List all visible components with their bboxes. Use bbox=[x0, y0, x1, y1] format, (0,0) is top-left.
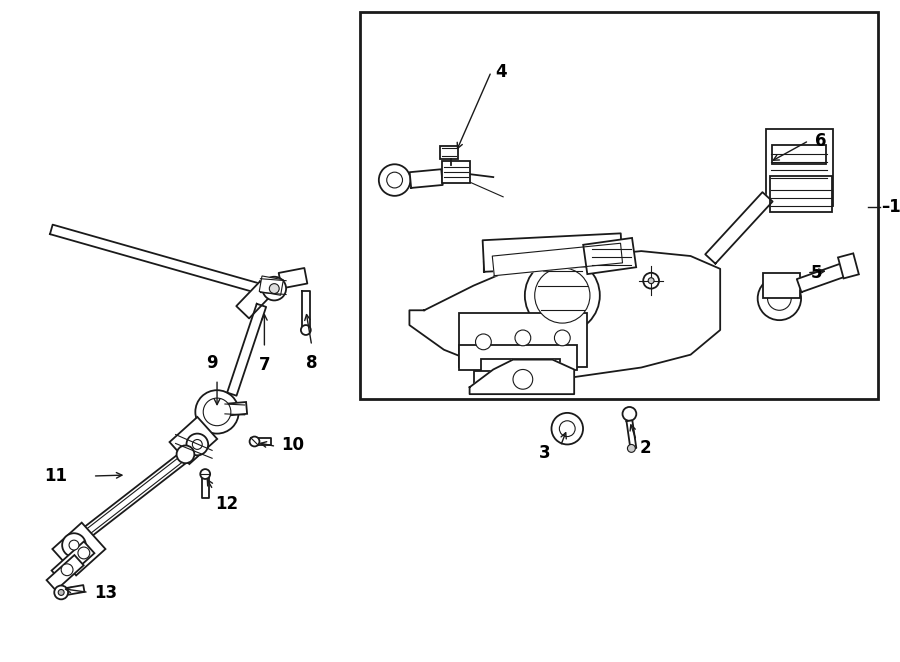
Circle shape bbox=[525, 258, 599, 333]
Circle shape bbox=[768, 287, 791, 310]
Polygon shape bbox=[47, 555, 84, 591]
Circle shape bbox=[644, 273, 659, 289]
Polygon shape bbox=[772, 144, 825, 164]
Circle shape bbox=[554, 330, 571, 346]
Circle shape bbox=[58, 589, 64, 595]
Circle shape bbox=[203, 398, 231, 426]
Circle shape bbox=[552, 413, 583, 444]
Polygon shape bbox=[169, 417, 217, 464]
Circle shape bbox=[387, 172, 402, 188]
Polygon shape bbox=[482, 233, 622, 272]
Polygon shape bbox=[838, 254, 859, 279]
Text: 2: 2 bbox=[639, 440, 651, 457]
Text: –1: –1 bbox=[881, 198, 900, 216]
Text: 10: 10 bbox=[281, 436, 304, 454]
Circle shape bbox=[535, 268, 590, 323]
Text: 4: 4 bbox=[495, 62, 507, 81]
Polygon shape bbox=[762, 273, 800, 299]
Circle shape bbox=[379, 164, 410, 196]
Circle shape bbox=[269, 283, 279, 293]
Circle shape bbox=[513, 369, 533, 389]
Polygon shape bbox=[279, 268, 307, 289]
Text: 12: 12 bbox=[215, 495, 238, 513]
Text: 8: 8 bbox=[306, 354, 318, 371]
Polygon shape bbox=[626, 420, 636, 449]
Circle shape bbox=[475, 334, 491, 350]
Polygon shape bbox=[50, 224, 267, 295]
Polygon shape bbox=[770, 176, 832, 212]
Text: 7: 7 bbox=[258, 355, 270, 373]
Circle shape bbox=[78, 547, 90, 559]
Polygon shape bbox=[259, 276, 284, 295]
Polygon shape bbox=[410, 251, 720, 377]
Polygon shape bbox=[583, 238, 636, 274]
Polygon shape bbox=[60, 585, 85, 596]
Polygon shape bbox=[222, 402, 248, 416]
Circle shape bbox=[193, 440, 202, 449]
Circle shape bbox=[560, 421, 575, 436]
Polygon shape bbox=[227, 304, 266, 396]
Text: 3: 3 bbox=[539, 444, 551, 462]
Polygon shape bbox=[474, 371, 568, 391]
Circle shape bbox=[62, 534, 86, 557]
Circle shape bbox=[263, 277, 286, 301]
Text: 5: 5 bbox=[811, 263, 823, 282]
Polygon shape bbox=[79, 456, 184, 540]
Circle shape bbox=[69, 540, 79, 550]
Circle shape bbox=[61, 564, 73, 576]
Polygon shape bbox=[440, 146, 458, 160]
Circle shape bbox=[249, 436, 259, 446]
Polygon shape bbox=[255, 438, 271, 446]
Polygon shape bbox=[706, 192, 772, 263]
Circle shape bbox=[627, 444, 635, 452]
Circle shape bbox=[301, 325, 310, 335]
Polygon shape bbox=[302, 291, 310, 330]
Circle shape bbox=[186, 434, 208, 455]
Polygon shape bbox=[410, 169, 443, 188]
Polygon shape bbox=[237, 281, 273, 318]
Circle shape bbox=[515, 330, 531, 346]
Circle shape bbox=[195, 390, 239, 434]
Polygon shape bbox=[459, 346, 577, 370]
Text: 6: 6 bbox=[814, 132, 826, 150]
Circle shape bbox=[176, 446, 194, 463]
Polygon shape bbox=[459, 312, 587, 367]
Polygon shape bbox=[52, 522, 105, 575]
Polygon shape bbox=[470, 359, 574, 394]
Circle shape bbox=[623, 407, 636, 421]
Polygon shape bbox=[766, 128, 832, 206]
Polygon shape bbox=[796, 262, 849, 292]
Circle shape bbox=[648, 278, 654, 283]
Polygon shape bbox=[442, 162, 470, 183]
Text: 13: 13 bbox=[94, 585, 117, 602]
Circle shape bbox=[201, 469, 210, 479]
Polygon shape bbox=[492, 243, 623, 275]
Polygon shape bbox=[77, 453, 186, 542]
Polygon shape bbox=[482, 359, 561, 377]
Circle shape bbox=[54, 585, 68, 599]
Text: 9: 9 bbox=[206, 354, 218, 373]
Text: 11: 11 bbox=[44, 467, 68, 485]
Bar bbox=[360, 13, 878, 399]
Polygon shape bbox=[202, 474, 209, 498]
Polygon shape bbox=[51, 542, 94, 583]
Circle shape bbox=[758, 277, 801, 320]
